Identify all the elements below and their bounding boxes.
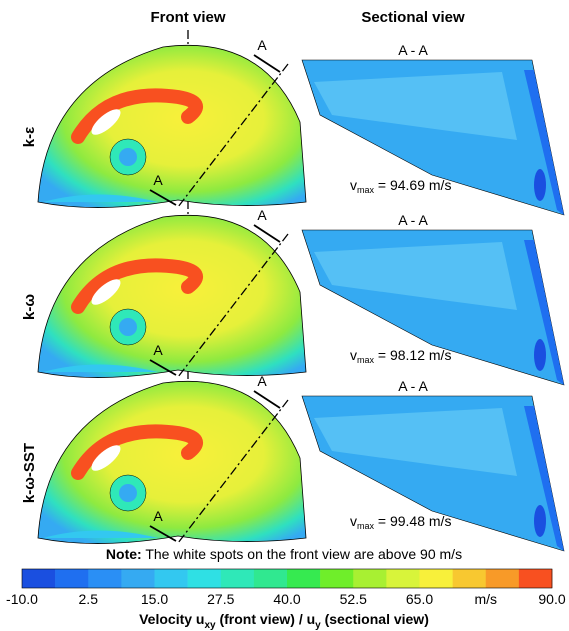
figure: Front view Sectional view AAk-εA - Avmax…	[0, 0, 569, 631]
colorbar-tick-label: -10.0	[6, 591, 38, 607]
row-label: k-ε	[21, 127, 38, 147]
colorbar-swatch	[55, 569, 88, 588]
colorbar-swatch	[121, 569, 154, 588]
vmax-text: = 99.48 m/s	[374, 513, 451, 529]
vmax: vmax = 98.12 m/s	[350, 347, 451, 365]
colorbar-swatch	[519, 569, 552, 588]
colorbar-swatch	[254, 569, 287, 588]
front-contour	[38, 381, 306, 543]
header: Front view	[150, 9, 225, 26]
front-contour	[38, 215, 306, 377]
vmax-symbol: v	[350, 347, 357, 363]
vmax-symbol: v	[350, 177, 357, 193]
vmax: vmax = 94.69 m/s	[350, 177, 451, 195]
row-label: k-ω-SST	[21, 443, 38, 503]
colorbar-swatch	[188, 569, 221, 588]
header: Sectional view	[361, 9, 465, 26]
vmax-text: = 94.69 m/s	[374, 177, 451, 193]
colorbar-tick-label: m/s	[474, 591, 497, 607]
vmax: vmax = 99.48 m/s	[350, 513, 451, 531]
t: xy	[204, 620, 216, 631]
colorbar-swatch	[320, 569, 353, 588]
colorbar-swatch	[420, 569, 453, 588]
vmax-sub: max	[357, 355, 375, 365]
colorbar-tick-label: 15.0	[141, 591, 168, 607]
colorbar-title: Velocity uxy (front view) / uy (sectiona…	[139, 611, 429, 631]
note-text: The white spots on the front view are ab…	[142, 546, 462, 562]
colorbar-swatch	[486, 569, 519, 588]
vmax-symbol: v	[350, 513, 357, 529]
front-contour	[38, 45, 306, 207]
colorbar-swatch	[155, 569, 188, 588]
colorbar-tick-label: 27.5	[207, 591, 234, 607]
note-lead: Note:	[106, 546, 142, 562]
colorbar-swatch	[386, 569, 419, 588]
vmax-sub: max	[357, 185, 375, 195]
colorbar-swatch	[453, 569, 486, 588]
colorbar-swatch	[287, 569, 320, 588]
colorbar-tick-label: 90.0	[538, 591, 565, 607]
section-title: A - A	[398, 378, 428, 394]
cut-label: A	[153, 508, 163, 524]
t: (front view) / u	[216, 611, 316, 627]
note: Note: The white spots on the front view …	[106, 546, 462, 562]
vmax-text: = 98.12 m/s	[374, 347, 451, 363]
cut-label: A	[153, 342, 163, 358]
colorbar-swatch	[221, 569, 254, 588]
colorbar-tick-label: 40.0	[273, 591, 300, 607]
section-title: A - A	[398, 42, 428, 58]
colorbar-swatch	[88, 569, 121, 588]
section-title: A - A	[398, 212, 428, 228]
cut-label: A	[153, 172, 163, 188]
row-label: k-ω	[21, 294, 38, 320]
vmax-sub: max	[357, 521, 375, 531]
cut-label: A	[257, 37, 267, 53]
colorbar-tick-label: 65.0	[406, 591, 433, 607]
colorbar-swatch	[22, 569, 55, 588]
t: (sectional view)	[321, 611, 429, 627]
cut-label: A	[257, 373, 267, 389]
colorbar-tick-label: 52.5	[340, 591, 367, 607]
t: Velocity u	[139, 611, 204, 627]
cut-label: A	[257, 207, 267, 223]
colorbar-swatch	[353, 569, 386, 588]
colorbar-tick-label: 2.5	[79, 591, 99, 607]
